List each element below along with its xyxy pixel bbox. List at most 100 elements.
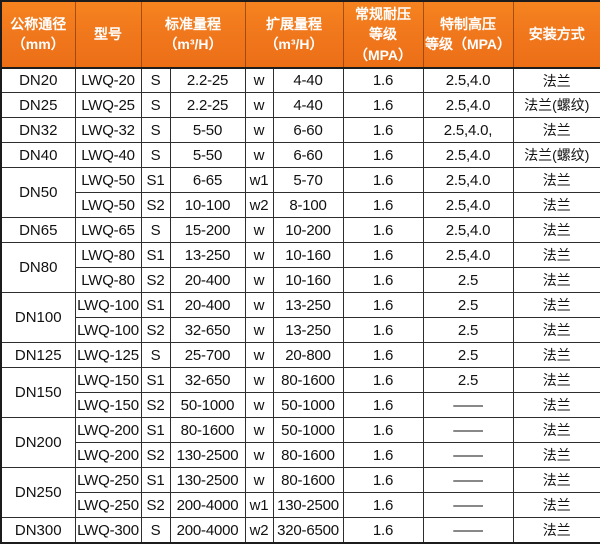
std-cell: 20-400 bbox=[170, 293, 245, 318]
s-cell: S1 bbox=[141, 243, 170, 268]
install-cell: 法兰 bbox=[513, 468, 600, 493]
header-standard-range: 标准量程 （m³/H） bbox=[141, 1, 245, 68]
dn-cell: DN100 bbox=[1, 293, 75, 343]
dn-cell: DN20 bbox=[1, 68, 75, 93]
install-cell: 法兰(螺纹) bbox=[513, 93, 600, 118]
install-cell: 法兰(螺纹) bbox=[513, 143, 600, 168]
normal-cell: 1.6 bbox=[343, 343, 423, 368]
std-cell: 200-4000 bbox=[170, 493, 245, 518]
ext-cell: 80-1600 bbox=[273, 368, 343, 393]
install-cell: 法兰 bbox=[513, 318, 600, 343]
header-line: 标准量程 bbox=[142, 14, 245, 34]
install-cell: 法兰 bbox=[513, 193, 600, 218]
model-cell: LWQ-200 bbox=[75, 418, 141, 443]
w-cell: w bbox=[245, 343, 273, 368]
ext-cell: 10-200 bbox=[273, 218, 343, 243]
high-cell: 2.5,4.0 bbox=[423, 93, 513, 118]
s-cell: S bbox=[141, 143, 170, 168]
w-cell: w bbox=[245, 393, 273, 418]
install-cell: 法兰 bbox=[513, 343, 600, 368]
normal-cell: 1.6 bbox=[343, 143, 423, 168]
dn-cell: DN50 bbox=[1, 168, 75, 218]
dn-cell: DN125 bbox=[1, 343, 75, 368]
ext-cell: 80-1600 bbox=[273, 443, 343, 468]
model-cell: LWQ-100 bbox=[75, 318, 141, 343]
std-cell: 32-650 bbox=[170, 368, 245, 393]
w-cell: w bbox=[245, 218, 273, 243]
w-cell: w bbox=[245, 93, 273, 118]
header-extended-range: 扩展量程 （m³/H） bbox=[245, 1, 343, 68]
std-cell: 130-2500 bbox=[170, 468, 245, 493]
install-cell: 法兰 bbox=[513, 168, 600, 193]
s-cell: S bbox=[141, 93, 170, 118]
normal-cell: 1.6 bbox=[343, 518, 423, 543]
dn-cell: DN65 bbox=[1, 218, 75, 243]
normal-cell: 1.6 bbox=[343, 368, 423, 393]
ext-cell: 5-70 bbox=[273, 168, 343, 193]
std-cell: 15-200 bbox=[170, 218, 245, 243]
std-cell: 5-50 bbox=[170, 118, 245, 143]
header-line: 扩展量程 bbox=[246, 14, 343, 34]
std-cell: 2.2-25 bbox=[170, 93, 245, 118]
ext-cell: 50-1000 bbox=[273, 418, 343, 443]
w-cell: w bbox=[245, 243, 273, 268]
install-cell: 法兰 bbox=[513, 243, 600, 268]
normal-cell: 1.6 bbox=[343, 68, 423, 93]
ext-cell: 8-100 bbox=[273, 193, 343, 218]
std-cell: 130-2500 bbox=[170, 443, 245, 468]
model-cell: LWQ-20 bbox=[75, 68, 141, 93]
dn-cell: DN150 bbox=[1, 368, 75, 418]
install-cell: 法兰 bbox=[513, 118, 600, 143]
model-cell: LWQ-50 bbox=[75, 193, 141, 218]
s-cell: S2 bbox=[141, 393, 170, 418]
high-cell: 2.5,4.0 bbox=[423, 68, 513, 93]
ext-cell: 13-250 bbox=[273, 318, 343, 343]
install-cell: 法兰 bbox=[513, 518, 600, 543]
model-cell: LWQ-80 bbox=[75, 243, 141, 268]
header-high-pressure: 特制高压 等级（MPA） bbox=[423, 1, 513, 68]
header-model: 型号 bbox=[75, 1, 141, 68]
s-cell: S bbox=[141, 518, 170, 543]
ext-cell: 10-160 bbox=[273, 268, 343, 293]
s-cell: S1 bbox=[141, 468, 170, 493]
header-line: （mm） bbox=[2, 34, 75, 54]
model-cell: LWQ-150 bbox=[75, 368, 141, 393]
std-cell: 200-4000 bbox=[170, 518, 245, 543]
s-cell: S1 bbox=[141, 418, 170, 443]
w-cell: w1 bbox=[245, 168, 273, 193]
std-cell: 25-700 bbox=[170, 343, 245, 368]
normal-cell: 1.6 bbox=[343, 468, 423, 493]
model-cell: LWQ-25 bbox=[75, 93, 141, 118]
s-cell: S bbox=[141, 343, 170, 368]
s-cell: S2 bbox=[141, 318, 170, 343]
high-cell: 2.5,4.0 bbox=[423, 193, 513, 218]
normal-cell: 1.6 bbox=[343, 218, 423, 243]
model-cell: LWQ-100 bbox=[75, 293, 141, 318]
high-cell: —— bbox=[423, 468, 513, 493]
header-row: 公称通径 （mm） 型号 标准量程 （m³/H） 扩展量程 （m³/H） 常规耐… bbox=[1, 1, 600, 68]
header-normal-pressure: 常规耐压 等级（MPA） bbox=[343, 1, 423, 68]
ext-cell: 50-1000 bbox=[273, 393, 343, 418]
std-cell: 80-1600 bbox=[170, 418, 245, 443]
install-cell: 法兰 bbox=[513, 493, 600, 518]
model-cell: LWQ-200 bbox=[75, 443, 141, 468]
ext-cell: 10-160 bbox=[273, 243, 343, 268]
header-line: 型号 bbox=[76, 24, 141, 44]
install-cell: 法兰 bbox=[513, 68, 600, 93]
std-cell: 6-65 bbox=[170, 168, 245, 193]
dn-cell: DN80 bbox=[1, 243, 75, 293]
model-cell: LWQ-250 bbox=[75, 493, 141, 518]
install-cell: 法兰 bbox=[513, 393, 600, 418]
normal-cell: 1.6 bbox=[343, 443, 423, 468]
